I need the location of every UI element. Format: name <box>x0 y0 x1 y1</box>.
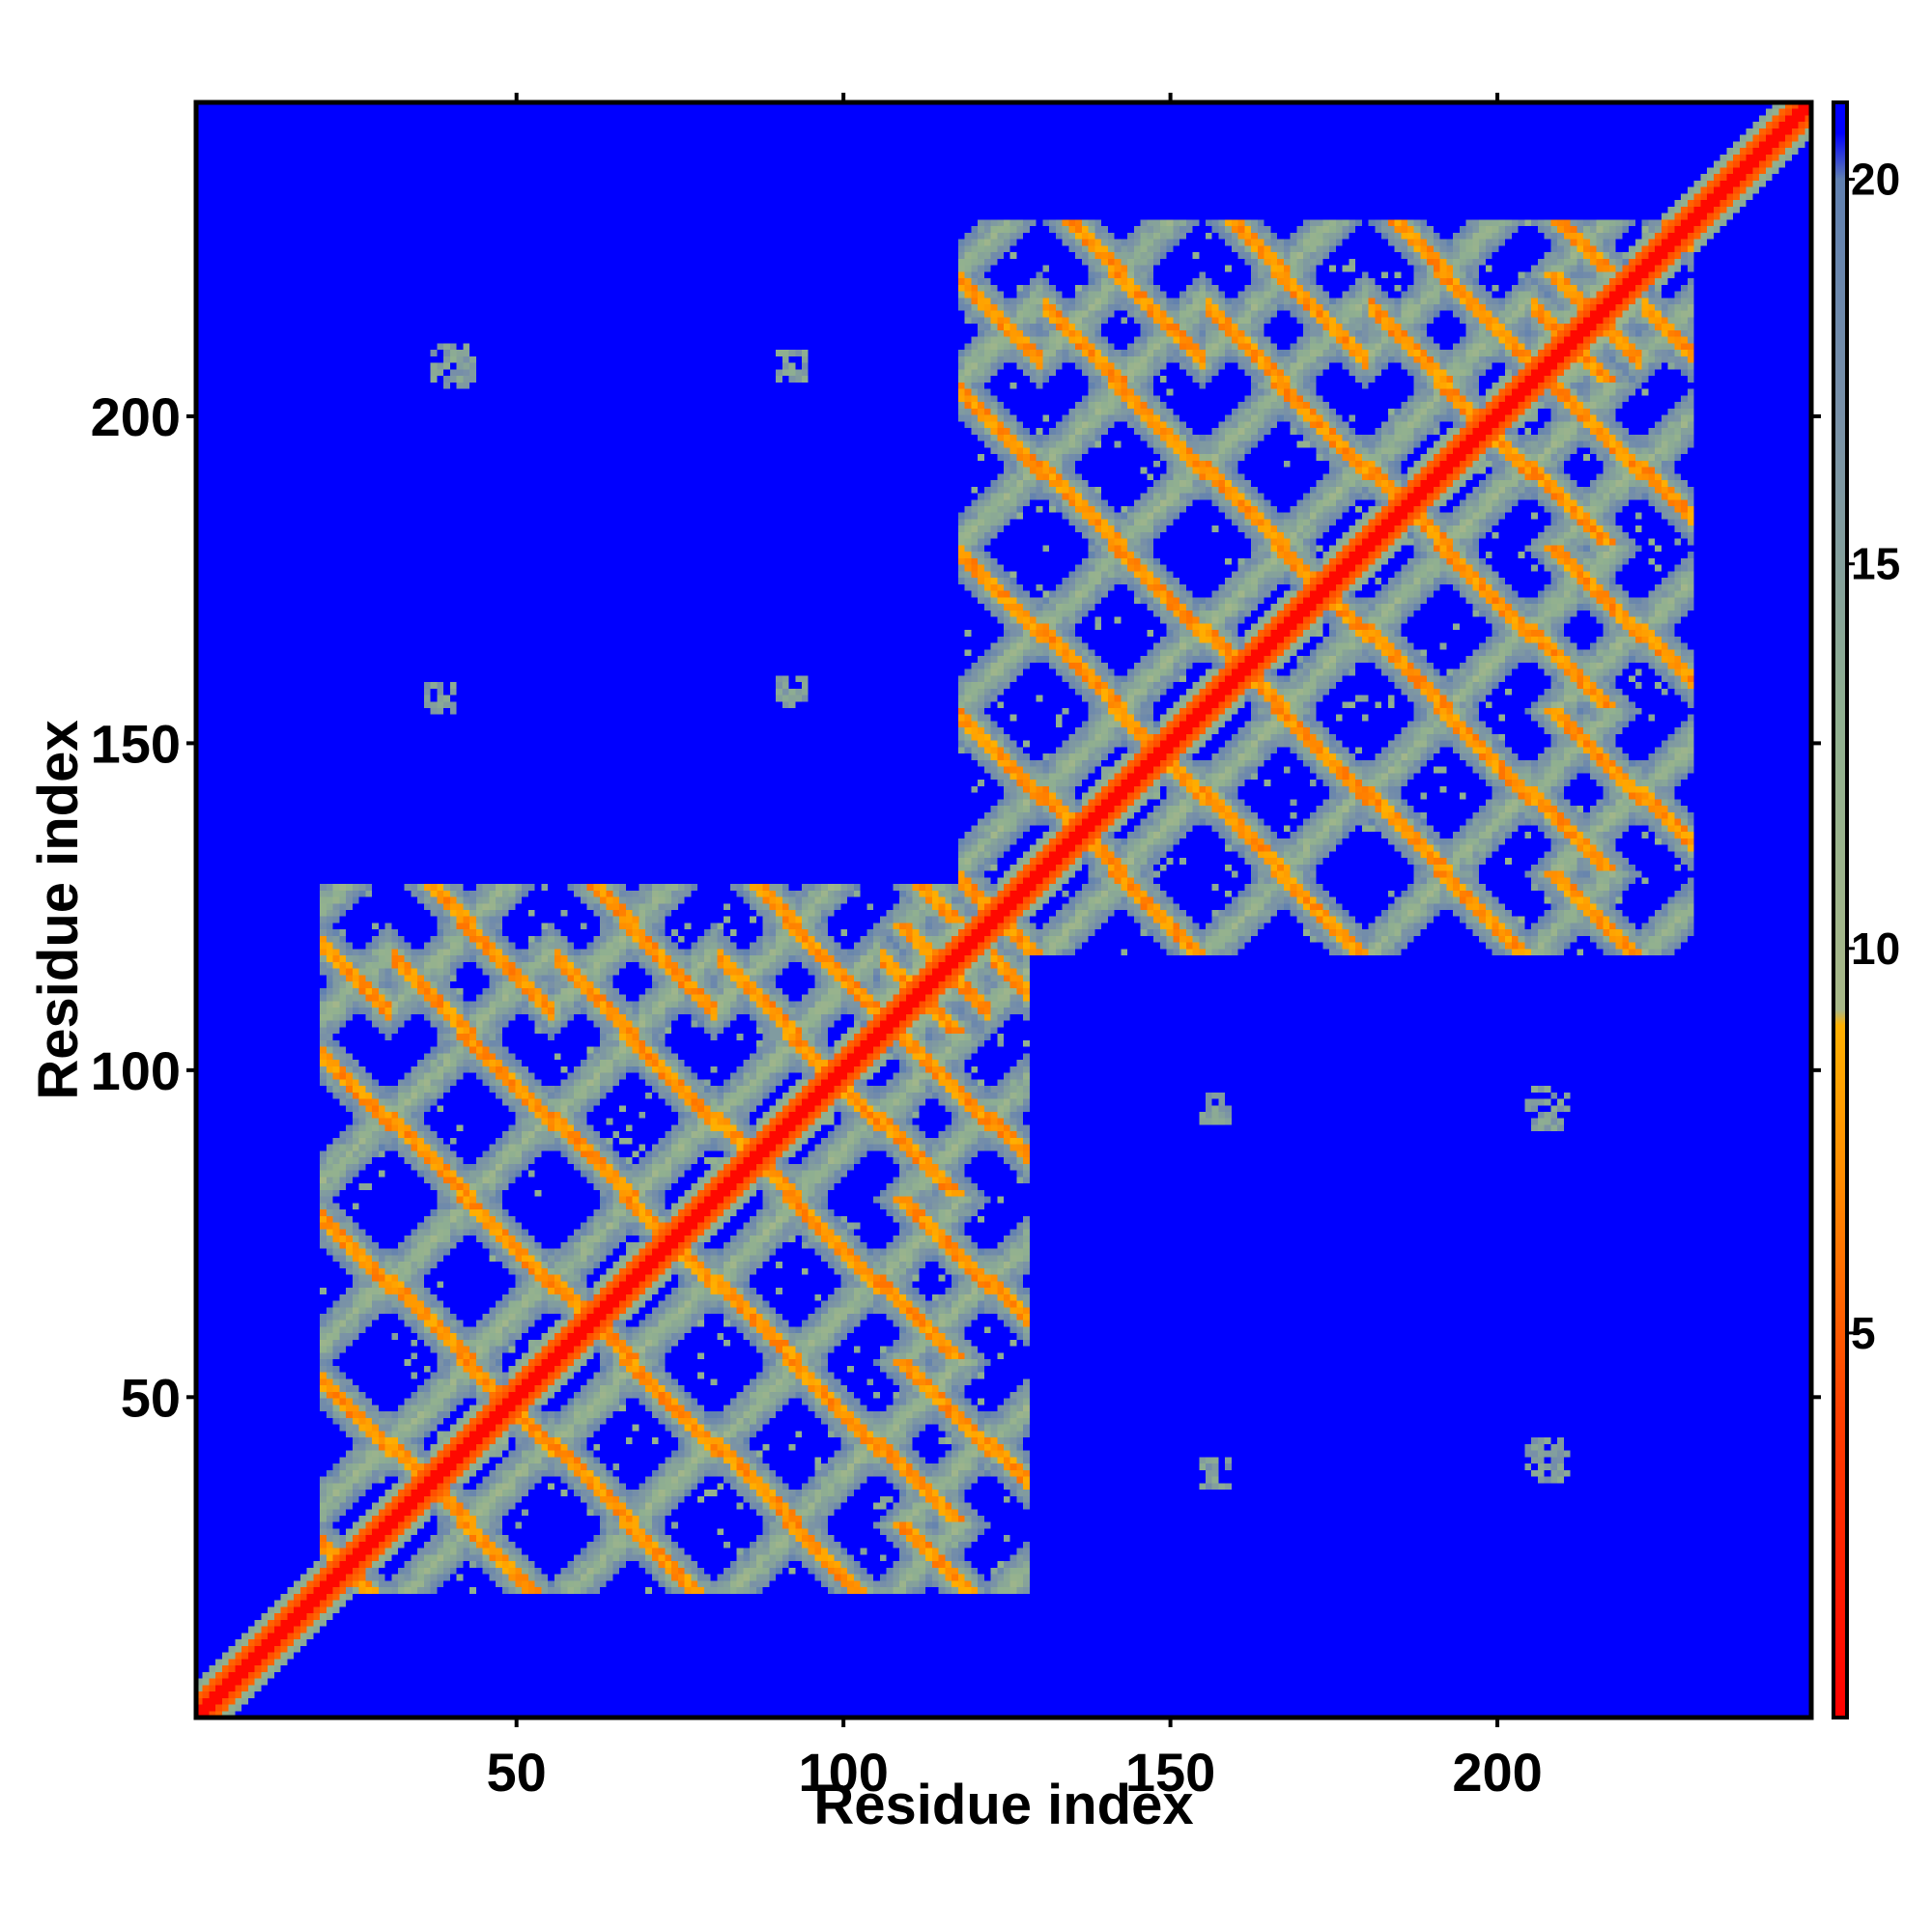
colorbar-tick-label: 5 <box>1851 1308 1876 1358</box>
x-axis: 50 100 150 200 <box>487 93 1543 1803</box>
y-axis: 50 100 150 200 <box>91 386 1821 1428</box>
y-tick-label: 100 <box>91 1040 181 1101</box>
x-tick-label: 50 <box>487 1742 547 1803</box>
colorbar-frame <box>1832 100 1849 1719</box>
heatmap-area <box>196 102 1811 1718</box>
x-tick-label: 100 <box>798 1742 888 1803</box>
x-tick-label: 200 <box>1452 1742 1542 1803</box>
colorbar-tick-label: 10 <box>1851 923 1900 974</box>
colorbar <box>1833 102 1847 1718</box>
y-tick-label: 50 <box>121 1367 181 1428</box>
heatmap-canvas <box>196 102 1811 1718</box>
x-tick-label: 150 <box>1125 1742 1215 1803</box>
y-tick-label: 200 <box>91 386 181 447</box>
y-axis-title: Residue index <box>27 720 90 1099</box>
colorbar-tick-label: 15 <box>1851 539 1900 589</box>
colorbar-axis: 5 10 15 20 <box>1847 155 1900 1358</box>
x-axis-title: Residue index <box>813 1774 1193 1836</box>
colorbar-tick-label: 20 <box>1851 155 1900 205</box>
y-tick-label: 150 <box>91 713 181 774</box>
plot-frame <box>193 99 1814 1720</box>
